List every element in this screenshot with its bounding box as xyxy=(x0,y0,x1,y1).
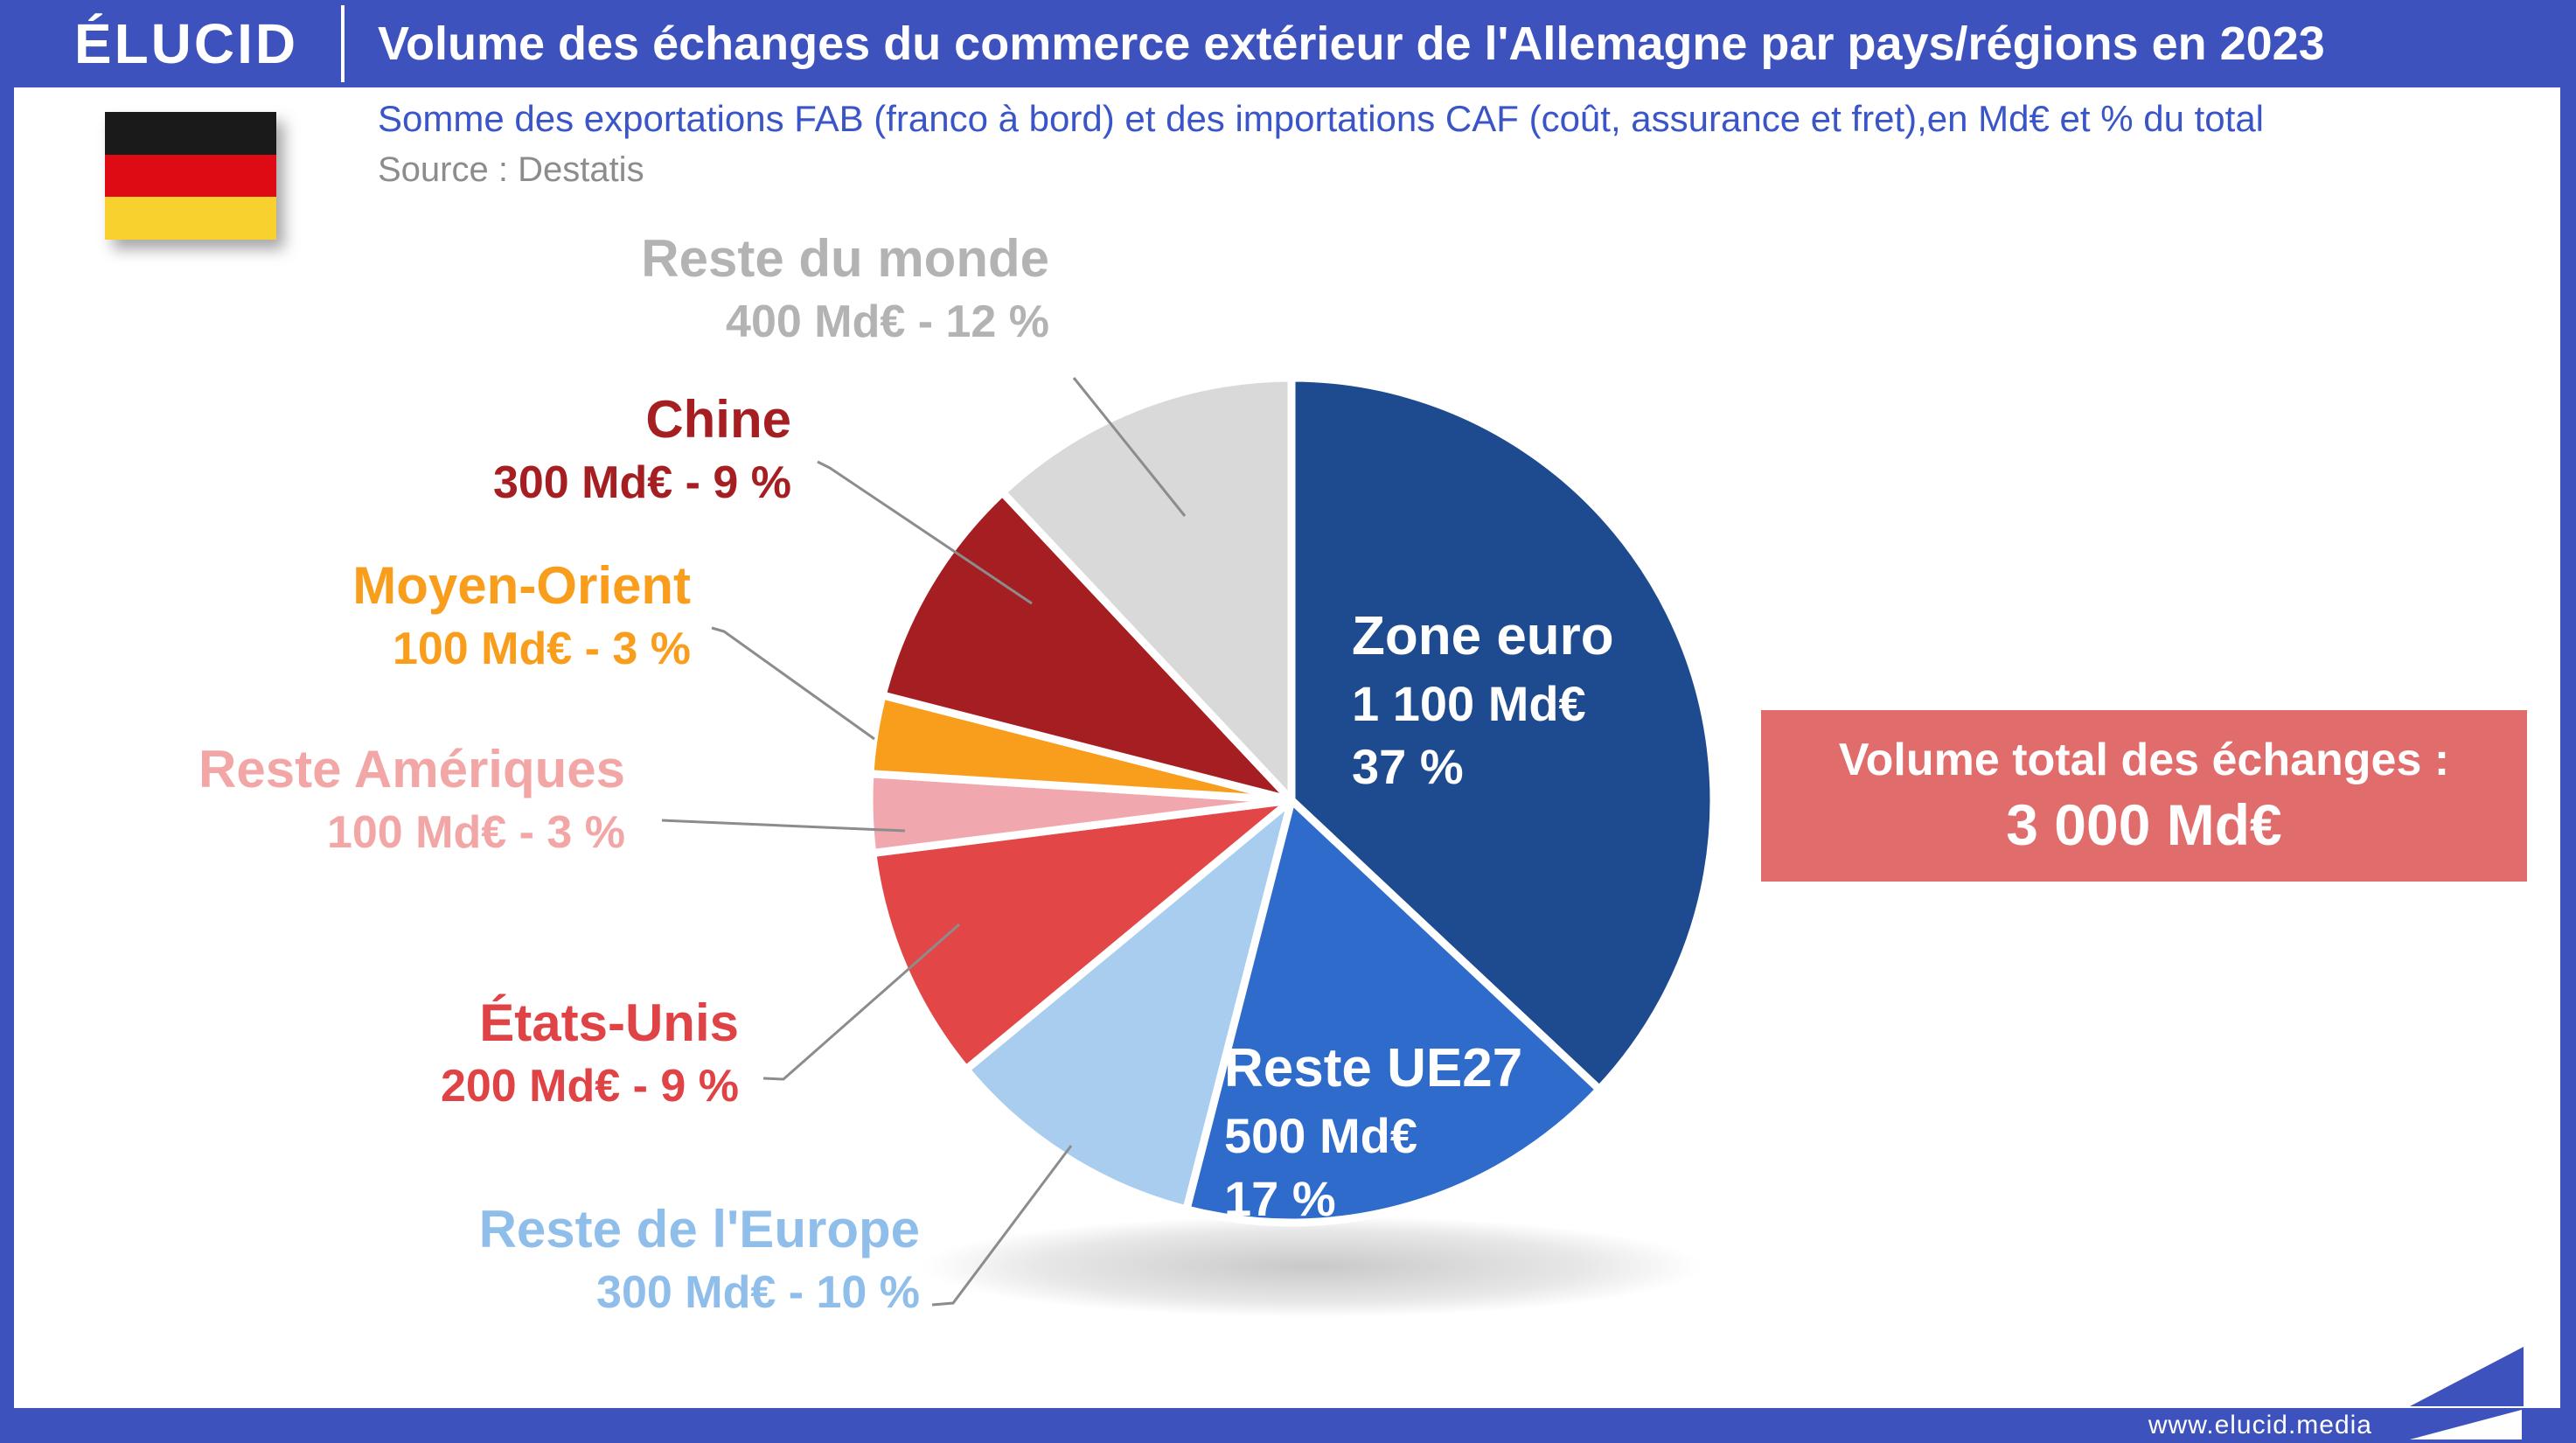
leader-chine xyxy=(817,460,1033,605)
inlabel-reste-ue27: Reste UE27 500 Md€ 17 % xyxy=(1224,1034,1522,1231)
right-border xyxy=(2560,87,2576,1408)
callout-label: Chine xyxy=(645,390,791,449)
source-label: Source : Destatis xyxy=(378,150,644,189)
total-volume-box: Volume total des échanges : 3 000 Md€ xyxy=(1761,710,2527,882)
page-title: Volume des échanges du commerce extérieu… xyxy=(378,17,2325,70)
bottom-bar xyxy=(0,1408,2576,1443)
slice-value: 500 Md€ xyxy=(1224,1107,1417,1163)
pie-shadow xyxy=(922,1216,1701,1317)
chart-subtitle: Somme des exportations FAB (franco à bor… xyxy=(378,98,2265,139)
callout-value: 100 Md€ - 3 % xyxy=(392,623,691,674)
slice-label: Zone euro xyxy=(1352,606,1614,666)
callout-value: 100 Md€ - 3 % xyxy=(326,806,625,858)
callout-moyen-orient: Moyen-Orient 100 Md€ - 3 % xyxy=(352,553,691,678)
flag-band-gold xyxy=(105,197,276,240)
leader-reste-ameriques xyxy=(661,819,906,833)
callout-etats-unis: États-Unis 200 Md€ - 9 % xyxy=(441,990,739,1115)
callout-label: Reste du monde xyxy=(641,229,1049,288)
flag-band-red xyxy=(105,154,276,198)
callout-label: Reste de l'Europe xyxy=(478,1200,920,1258)
callout-reste-europe: Reste de l'Europe 300 Md€ - 10 % xyxy=(479,1196,920,1321)
pie-slice-reste-ue27 xyxy=(1182,796,1604,1227)
germany-flag xyxy=(105,112,276,240)
elucid-logo: ÉLUCID xyxy=(73,12,299,75)
footer-url[interactable]: www.elucid.media xyxy=(2148,1411,2372,1440)
pie-slice-chine xyxy=(878,488,1296,805)
leader-etats-unis xyxy=(762,923,960,1081)
callout-label: États-Unis xyxy=(479,993,739,1052)
total-box-value: 3 000 Md€ xyxy=(2006,792,2282,857)
callout-label: Moyen-Orient xyxy=(352,556,691,615)
callout-reste-ameriques: Reste Amériques 100 Md€ - 3 % xyxy=(198,736,625,861)
left-border xyxy=(0,87,14,1408)
leader-moyen-orient xyxy=(711,626,875,741)
slice-pct: 37 % xyxy=(1352,739,1464,795)
callout-value: 300 Md€ - 10 % xyxy=(596,1266,920,1318)
slice-value: 1 100 Md€ xyxy=(1352,675,1586,731)
top-bar xyxy=(0,0,2576,87)
slice-label: Reste UE27 xyxy=(1224,1038,1523,1098)
callout-label: Reste Amériques xyxy=(198,740,625,798)
pie-slice-zone-euro xyxy=(1287,373,1718,1094)
brand-separator xyxy=(341,5,345,82)
slice-pct: 17 % xyxy=(1224,1171,1336,1227)
leader-reste-europe xyxy=(931,1145,1073,1307)
pie-slice--tats-unis xyxy=(868,796,1296,1074)
leader-reste-du-monde xyxy=(1072,377,1187,517)
callout-reste-du-monde: Reste du monde 400 Md€ - 12 % xyxy=(641,226,1049,351)
pie-slice-reste-de-l-europe xyxy=(962,796,1296,1214)
pie-slice-reste-du-monde xyxy=(998,373,1296,805)
inlabel-zone-euro: Zone euro 1 100 Md€ 37 % xyxy=(1352,602,1614,799)
callout-value: 300 Md€ - 9 % xyxy=(492,457,791,508)
flag-band-black xyxy=(105,112,276,155)
callout-value: 400 Md€ - 12 % xyxy=(726,296,1049,347)
callout-chine: Chine 300 Md€ - 9 % xyxy=(493,387,791,512)
total-box-title: Volume total des échanges : xyxy=(1838,735,2450,785)
callout-value: 200 Md€ - 9 % xyxy=(440,1060,739,1112)
